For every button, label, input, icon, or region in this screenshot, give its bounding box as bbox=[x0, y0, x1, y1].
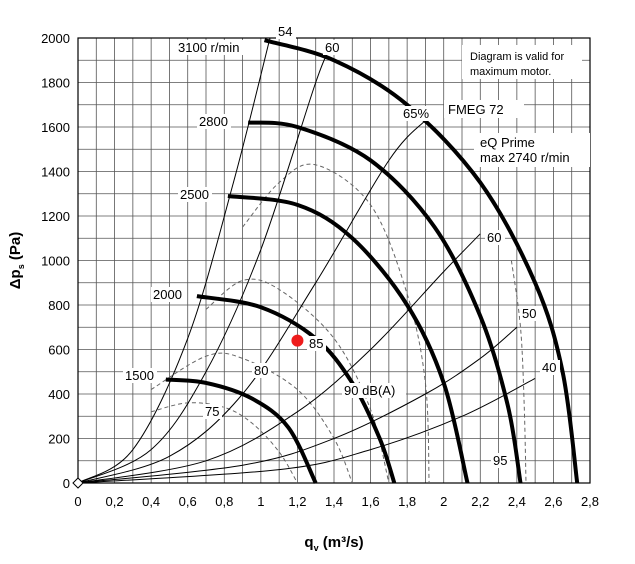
model-label: FMEG 72 bbox=[448, 102, 504, 117]
sound-curve-label: 75 bbox=[205, 404, 219, 419]
origin-marker bbox=[72, 477, 84, 489]
efficiency-curve bbox=[77, 233, 481, 484]
x-tick-label: 1,4 bbox=[325, 494, 343, 509]
y-tick-label: 1400 bbox=[41, 165, 70, 180]
y-tick-label: 600 bbox=[48, 343, 70, 358]
x-tick-label: 1,6 bbox=[362, 494, 380, 509]
ticks: 0 0,2 0,4 0,6 0,8 1 1,2 1,4 1,6 1,8 2 2,2 2,4 2,6 2,8 0… bbox=[7, 31, 599, 553]
fan-info-bg bbox=[474, 133, 590, 167]
speed-label-bg bbox=[178, 187, 212, 202]
y-axis-title: Δps (Pa) bbox=[7, 232, 26, 289]
operating-point bbox=[291, 334, 304, 347]
model-label-bg bbox=[444, 100, 524, 118]
sound-curve-label: 80 bbox=[254, 363, 268, 378]
speed-curve bbox=[227, 194, 470, 484]
sound-label-bg bbox=[342, 383, 406, 398]
x-tick-label: 2,8 bbox=[581, 494, 599, 509]
y-tick-label: 1000 bbox=[41, 254, 70, 269]
y-tick-label: 0 bbox=[63, 476, 70, 491]
notes: 3100 r/min 2800 2500 2000 1500 54 60 65% 60 50 40 7… bbox=[72, 24, 590, 489]
x-tick-label: 2 bbox=[440, 494, 447, 509]
sound-label-bg bbox=[203, 404, 222, 419]
y-tick-label: 800 bbox=[48, 298, 70, 313]
y-tick-label: 1600 bbox=[41, 120, 70, 135]
speed-label-bg bbox=[151, 287, 185, 302]
x-tick-label: 0,4 bbox=[142, 494, 160, 509]
efficiency-curve-label: 50 bbox=[522, 306, 536, 321]
speed-curve bbox=[196, 294, 397, 484]
x-tick-label: 1,2 bbox=[288, 494, 306, 509]
efficiency-label-bg bbox=[276, 24, 296, 39]
speed-curve bbox=[165, 377, 318, 484]
x-tick-label: 1,8 bbox=[398, 494, 416, 509]
x-tick-label: 2,6 bbox=[544, 494, 562, 509]
efficiency-curve-label: 60 bbox=[325, 40, 339, 55]
speed-label-bg bbox=[197, 114, 231, 129]
sound-label-bg bbox=[307, 336, 326, 351]
efficiency-curve bbox=[77, 48, 331, 484]
y-tick-label: 1200 bbox=[41, 209, 70, 224]
speed-label-bg bbox=[123, 368, 157, 383]
speed-curve-label: 2500 bbox=[180, 187, 209, 202]
x-tick-label: 1 bbox=[257, 494, 264, 509]
x-tick-label: 2,4 bbox=[508, 494, 526, 509]
validity-note-line2: maximum motor. bbox=[470, 66, 551, 78]
curves bbox=[77, 37, 580, 484]
speed-curve-label: 3100 r/min bbox=[178, 40, 239, 55]
y-tick-label: 200 bbox=[48, 432, 70, 447]
efficiency-curve bbox=[77, 326, 518, 484]
speed-curve bbox=[263, 38, 580, 484]
y-tick-label: 1800 bbox=[41, 76, 70, 91]
efficiency-label-bg bbox=[520, 306, 540, 321]
efficiency-curve-label: 54 bbox=[278, 24, 292, 39]
x-tick-label: 0,8 bbox=[215, 494, 233, 509]
sound-curve bbox=[150, 402, 298, 484]
y-tick-label: 400 bbox=[48, 387, 70, 402]
speed-curve bbox=[247, 120, 523, 484]
efficiency-label-bg bbox=[540, 360, 560, 375]
sound-curve bbox=[205, 278, 390, 484]
efficiency-curve bbox=[77, 119, 426, 484]
speed-curve-label: 2000 bbox=[153, 287, 182, 302]
sound-label-bg bbox=[491, 453, 510, 468]
efficiency-label-bg bbox=[401, 106, 429, 121]
x-axis-title: qv (m³/s) bbox=[304, 534, 363, 553]
plot-frame bbox=[77, 37, 591, 484]
x-tick-label: 2,2 bbox=[471, 494, 489, 509]
validity-note-bg bbox=[462, 45, 582, 79]
efficiency-label-bg bbox=[485, 230, 505, 245]
efficiency-curve-label: 65% bbox=[403, 106, 429, 121]
efficiency-curve bbox=[77, 377, 536, 484]
efficiency-curve-label: 40 bbox=[542, 360, 556, 375]
x-tick-label: 0,2 bbox=[106, 494, 124, 509]
speed-label-bg bbox=[176, 40, 255, 55]
sound-label-bg bbox=[252, 363, 271, 378]
speed-curve-label: 1500 bbox=[125, 368, 154, 383]
efficiency-curve-label: 60 bbox=[487, 230, 501, 245]
y-tick-label: 2000 bbox=[41, 31, 70, 46]
sound-curve bbox=[242, 163, 430, 484]
efficiency-label-bg bbox=[323, 40, 343, 55]
validity-note-line1: Diagram is valid for bbox=[470, 51, 564, 63]
fan-info-line1: eQ Prime bbox=[480, 135, 535, 150]
sound-curve-label: 90 dB(A) bbox=[344, 383, 395, 398]
speed-curve-label: 2800 bbox=[199, 114, 228, 129]
plot-border bbox=[77, 37, 591, 484]
sound-curve-label: 85 bbox=[309, 336, 323, 351]
x-tick-label: 0 bbox=[74, 494, 81, 509]
x-tick-label: 0,6 bbox=[179, 494, 197, 509]
sound-curve-label: 95 bbox=[493, 453, 507, 468]
fan-info-line2: max 2740 r/min bbox=[480, 150, 570, 165]
sound-curve bbox=[510, 260, 527, 484]
